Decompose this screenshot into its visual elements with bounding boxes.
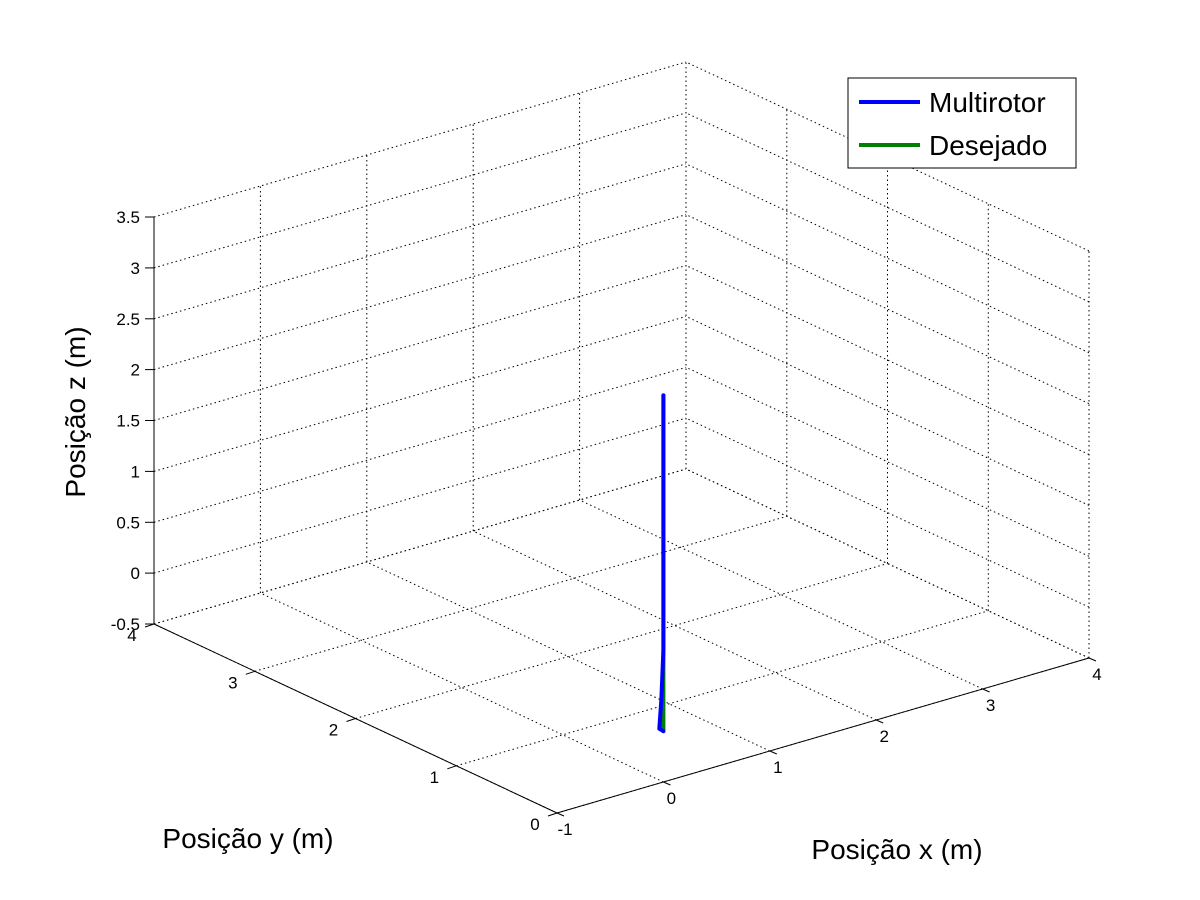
series-layer bbox=[657, 393, 666, 734]
z-tick-label: 2 bbox=[131, 361, 140, 380]
legend: Multirotor Desejado bbox=[847, 77, 1077, 169]
y-tick-label: 4 bbox=[127, 626, 136, 645]
x-tick-label: 4 bbox=[1092, 665, 1101, 684]
x-tick-mark bbox=[663, 781, 671, 786]
grid-backwall-z bbox=[153, 468, 687, 625]
grid-floor-y bbox=[355, 563, 888, 719]
axis-layer bbox=[144, 216, 1097, 817]
x-tick-label: 3 bbox=[986, 696, 995, 715]
grid-floor-y bbox=[456, 610, 989, 767]
z-tick-label: 1 bbox=[131, 462, 140, 481]
grid-backwall-z bbox=[153, 366, 687, 523]
x-axis-title: Posição x (m) bbox=[811, 834, 982, 865]
x-tick-mark bbox=[556, 812, 565, 817]
y-tick-label: 0 bbox=[530, 815, 539, 834]
grid-floor-x bbox=[472, 530, 877, 721]
z-tick-label: 3.5 bbox=[116, 208, 140, 227]
x-tick-mark bbox=[876, 719, 884, 724]
z-tick-label: -0.5 bbox=[111, 615, 140, 634]
grid-backwall-z bbox=[153, 214, 687, 371]
y-tick-mark bbox=[447, 765, 457, 770]
grid-backwall-z bbox=[153, 61, 687, 218]
grid-floor-x bbox=[260, 592, 664, 783]
z-tick-label: 1.5 bbox=[116, 412, 140, 431]
y-tick-mark bbox=[346, 718, 356, 722]
z-tick-label: 0.5 bbox=[116, 513, 140, 532]
x-tick-mark bbox=[769, 750, 777, 755]
y-axis-title: Posição y (m) bbox=[162, 823, 333, 854]
z-tick-label: 2.5 bbox=[116, 310, 140, 329]
legend-label-desejado: Desejado bbox=[929, 130, 1047, 161]
series-line-multirotor bbox=[657, 393, 666, 734]
x-tick-mark bbox=[1088, 657, 1097, 662]
z-tick-label: 0 bbox=[131, 564, 140, 583]
grid-floor-y bbox=[254, 515, 787, 672]
grid-backwall-z bbox=[153, 417, 687, 574]
x-tick-label: 1 bbox=[773, 758, 782, 777]
x-tick-label: -1 bbox=[557, 820, 572, 839]
x-tick-label: 0 bbox=[667, 789, 676, 808]
grid-backwall-z bbox=[153, 265, 687, 421]
grid-backwall-z bbox=[153, 315, 687, 472]
y-tick-mark bbox=[245, 670, 255, 675]
z-tick-label: 3 bbox=[131, 259, 140, 278]
legend-label-multirotor: Multirotor bbox=[929, 87, 1046, 118]
y-tick-mark bbox=[547, 812, 558, 817]
grid-backwall-z bbox=[153, 163, 687, 320]
x-tick-label: 2 bbox=[879, 727, 888, 746]
z-axis-title: Posição z (m) bbox=[60, 326, 91, 497]
grid-backwall-z bbox=[153, 112, 687, 269]
legend-box bbox=[847, 77, 1077, 169]
y-tick-label: 3 bbox=[228, 673, 237, 692]
grid-floor-y bbox=[153, 468, 687, 625]
x-axis-line bbox=[556, 657, 1090, 814]
y-tick-label: 1 bbox=[430, 768, 439, 787]
grid-layer bbox=[153, 61, 1090, 814]
y-tick-label: 2 bbox=[329, 721, 338, 740]
x-tick-mark bbox=[982, 688, 990, 693]
